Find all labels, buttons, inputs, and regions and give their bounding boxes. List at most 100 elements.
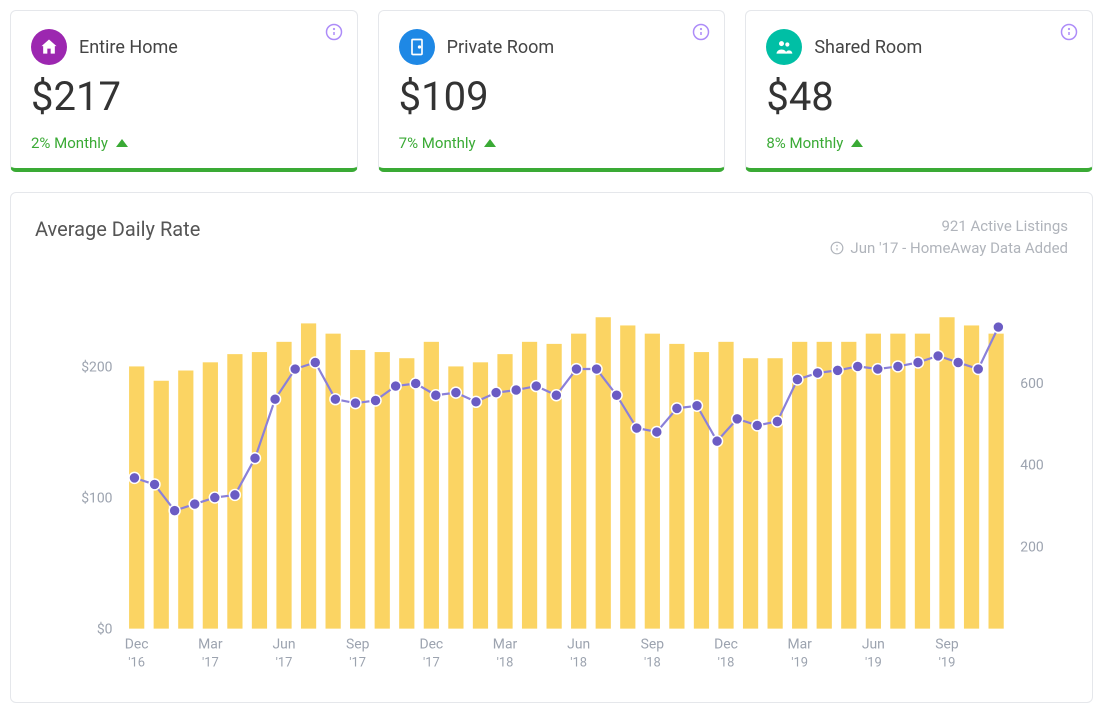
card-top: Private Room bbox=[399, 29, 705, 65]
card-top: Entire Home bbox=[31, 29, 337, 65]
x-tick-sublabel: '19 bbox=[939, 655, 956, 670]
stat-card: Entire Home $217 2% Monthly bbox=[10, 10, 358, 172]
chart-marker bbox=[491, 387, 502, 398]
x-tick-sublabel: '18 bbox=[644, 655, 661, 670]
card-title: Private Room bbox=[447, 37, 555, 58]
x-tick-label: Mar bbox=[198, 636, 223, 652]
chart-bar bbox=[890, 334, 905, 629]
card-title: Shared Room bbox=[814, 37, 922, 58]
chart-marker bbox=[913, 357, 924, 368]
x-tick-label: Jun bbox=[567, 636, 590, 652]
chart-marker bbox=[812, 368, 823, 379]
info-icon[interactable] bbox=[325, 23, 343, 41]
x-tick-sublabel: '17 bbox=[423, 655, 440, 670]
chart-marker bbox=[571, 364, 582, 375]
x-tick-sublabel: '17 bbox=[276, 655, 293, 670]
chart-bar bbox=[645, 334, 660, 629]
arrow-up-icon bbox=[116, 139, 128, 147]
chart-panel: Average Daily Rate 921 Active Listings J… bbox=[10, 192, 1093, 703]
chart-marker bbox=[290, 364, 301, 375]
info-icon[interactable] bbox=[692, 23, 710, 41]
x-tick-sublabel: '19 bbox=[791, 655, 808, 670]
chart-marker bbox=[471, 396, 482, 407]
chart-bar bbox=[350, 350, 365, 629]
chart-marker bbox=[531, 381, 542, 392]
x-tick-sublabel: '18 bbox=[570, 655, 587, 670]
chart-marker bbox=[189, 499, 200, 510]
x-tick-label: Dec bbox=[419, 636, 443, 652]
chart-marker bbox=[752, 420, 763, 431]
chart-bar bbox=[154, 381, 169, 629]
chart-bar bbox=[129, 366, 144, 628]
chart-marker bbox=[933, 350, 944, 361]
cards-row: Entire Home $217 2% Monthly Private Room… bbox=[10, 10, 1093, 172]
chart-bar bbox=[424, 342, 439, 629]
people-icon bbox=[766, 29, 802, 65]
chart-marker bbox=[350, 398, 361, 409]
chart-marker bbox=[149, 479, 160, 490]
chart-marker bbox=[169, 505, 180, 516]
x-tick-sublabel: '17 bbox=[349, 655, 366, 670]
card-trend: 2% Monthly bbox=[31, 134, 337, 152]
chart-marker bbox=[611, 390, 622, 401]
y-left-tick-label: $100 bbox=[81, 489, 112, 506]
y-left-tick-label: $0 bbox=[97, 621, 113, 638]
meta-note: Jun '17 - HomeAway Data Added bbox=[850, 239, 1068, 257]
chart-header: Average Daily Rate 921 Active Listings J… bbox=[35, 217, 1068, 257]
chart-bar bbox=[301, 323, 316, 628]
chart-area: $0 $100 $200 200 400 600 Dec '16 Mar '17 Jun '17 Sep… bbox=[35, 281, 1068, 678]
y-right-tick-label: 600 bbox=[1020, 376, 1044, 392]
y-right-tick-label: 400 bbox=[1020, 458, 1044, 474]
chart-marker bbox=[832, 365, 843, 376]
chart-marker bbox=[712, 436, 723, 447]
meta-note-row: Jun '17 - HomeAway Data Added bbox=[830, 239, 1068, 257]
x-tick-label: Sep bbox=[935, 636, 959, 652]
arrow-up-icon bbox=[851, 139, 863, 147]
chart-marker bbox=[330, 394, 341, 405]
chart-marker bbox=[953, 357, 964, 368]
x-tick-label: Mar bbox=[787, 636, 812, 652]
card-trend: 8% Monthly bbox=[766, 134, 1072, 152]
chart-marker bbox=[852, 361, 863, 372]
chart-marker bbox=[892, 361, 903, 372]
x-tick-label: Sep bbox=[346, 636, 370, 652]
chart-bar bbox=[694, 352, 709, 629]
chart-marker bbox=[129, 472, 140, 483]
card-top: Shared Room bbox=[766, 29, 1072, 65]
stat-card: Shared Room $48 8% Monthly bbox=[745, 10, 1093, 172]
card-title: Entire Home bbox=[79, 37, 178, 58]
x-tick-sublabel: '17 bbox=[202, 655, 219, 670]
chart-meta: 921 Active Listings Jun '17 - HomeAway D… bbox=[830, 217, 1068, 257]
chart-bar bbox=[718, 342, 733, 629]
chart-marker bbox=[692, 400, 703, 411]
trend-text: 7% Monthly bbox=[399, 134, 476, 152]
y-right-tick-label: 200 bbox=[1020, 540, 1044, 556]
chart-bar bbox=[866, 334, 881, 629]
x-tick-label: Mar bbox=[493, 636, 518, 652]
info-icon[interactable] bbox=[1060, 23, 1078, 41]
chart-marker bbox=[410, 378, 421, 389]
chart-bar bbox=[547, 344, 562, 629]
chart-marker bbox=[390, 381, 401, 392]
y-left-tick-label: $200 bbox=[81, 358, 112, 375]
chart-bar bbox=[399, 358, 414, 628]
door-icon bbox=[399, 29, 435, 65]
chart-marker bbox=[229, 489, 240, 500]
x-tick-sublabel: '18 bbox=[497, 655, 514, 670]
chart-bar bbox=[669, 344, 684, 629]
meta-listings: 921 Active Listings bbox=[830, 217, 1068, 235]
chart-marker bbox=[631, 423, 642, 434]
chart-svg: $0 $100 $200 200 400 600 Dec '16 Mar '17 Jun '17 Sep… bbox=[35, 281, 1068, 678]
chart-title: Average Daily Rate bbox=[35, 217, 200, 241]
chart-bar bbox=[743, 358, 758, 628]
home-icon bbox=[31, 29, 67, 65]
chart-marker bbox=[250, 453, 261, 464]
chart-bar bbox=[817, 342, 832, 629]
chart-marker bbox=[792, 374, 803, 385]
info-icon[interactable] bbox=[830, 241, 844, 255]
x-tick-label: Dec bbox=[125, 636, 149, 652]
x-tick-sublabel: '16 bbox=[128, 655, 145, 670]
chart-marker bbox=[651, 427, 662, 438]
chart-marker bbox=[551, 390, 562, 401]
chart-marker bbox=[370, 395, 381, 406]
